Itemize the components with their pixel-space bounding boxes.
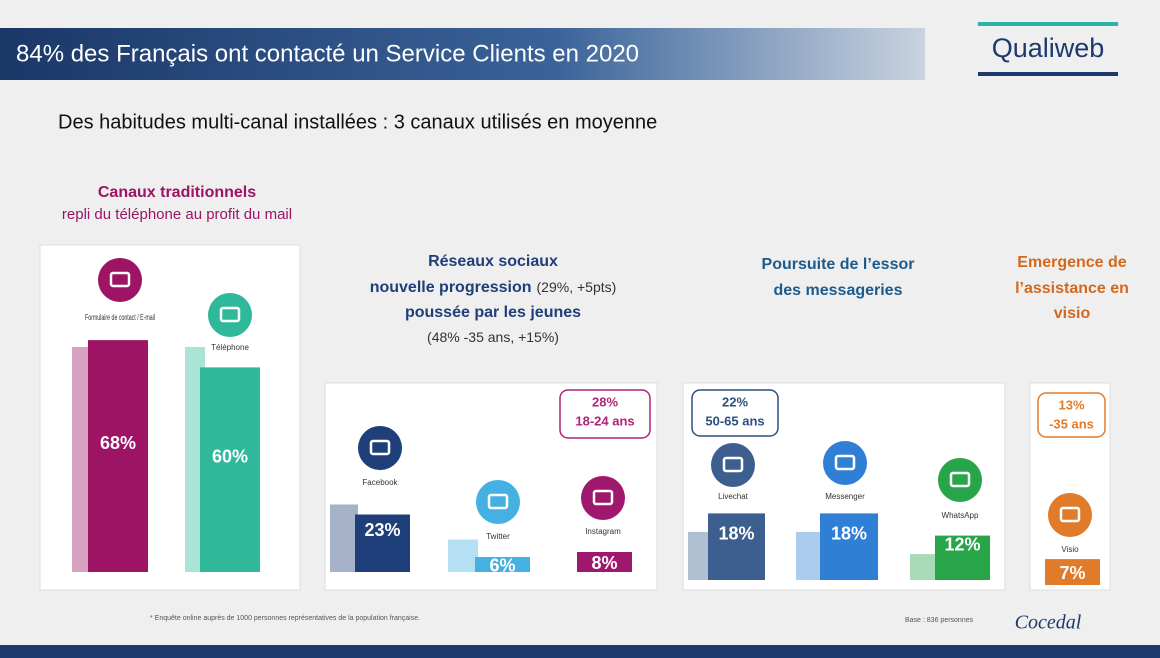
- channel-name: Formulaire de contact / E-mail: [85, 313, 155, 322]
- title-banner: [0, 28, 925, 80]
- heading-text: l’assistance en: [1015, 280, 1129, 297]
- value-label: 18%: [718, 523, 754, 543]
- channel-name: Livechat: [718, 492, 749, 501]
- group-heading: Emergence de: [1017, 254, 1126, 271]
- callout-text: 50-65 ans: [705, 413, 764, 428]
- value-label: 6%: [489, 555, 515, 575]
- title: 84% des Français ont contacté un Service…: [16, 40, 639, 67]
- content: Canaux traditionnels repli du téléphone a…: [39, 184, 1129, 591]
- icon-glyph: [949, 471, 971, 488]
- bar: [1045, 559, 1100, 585]
- value-label: 60%: [212, 446, 248, 466]
- callout-box: [691, 389, 779, 437]
- channel-icon: [938, 458, 982, 502]
- icon-glyph: [834, 454, 856, 471]
- callout-box: [1037, 392, 1106, 438]
- heading-text: visio: [1054, 305, 1091, 322]
- icon-glyph: [592, 489, 614, 506]
- heading-text: Canaux traditionnels: [98, 184, 256, 201]
- heading-text: Emergence de: [1017, 254, 1126, 271]
- callout-text: -35 ans: [1049, 416, 1094, 431]
- callout-text: 22%: [722, 394, 748, 409]
- channel-name: Facebook: [362, 478, 398, 487]
- channel-icon: [711, 443, 755, 487]
- callout-text: 13%: [1058, 397, 1084, 412]
- heading-note: (48% -35 ans, +15%): [427, 329, 559, 345]
- bar: [577, 552, 632, 572]
- previous-bar: [796, 531, 822, 580]
- bar: [935, 535, 990, 580]
- logo-line: [978, 22, 1118, 26]
- group-heading: poussée par les jeunes: [405, 304, 581, 321]
- callout-box: [559, 389, 651, 439]
- icon-glyph: [487, 493, 509, 510]
- channel-icon: [208, 293, 252, 337]
- icon-glyph: [369, 439, 391, 456]
- channel-name: WhatsApp: [942, 511, 979, 520]
- bottom-band: [0, 645, 1160, 658]
- channel-name: Instagram: [585, 527, 621, 536]
- icon-glyph: [722, 456, 744, 473]
- value-label: 12%: [944, 535, 980, 555]
- bar: [200, 367, 260, 572]
- callout-text: 28%: [592, 394, 618, 409]
- footnote: * Enquête online auprès de 1000 personne…: [150, 615, 420, 622]
- base-note: Base : 836 personnes: [905, 617, 974, 624]
- callout-text: 18-24 ans: [575, 413, 634, 428]
- group-heading: nouvelle progression (29%, +5pts): [370, 279, 617, 297]
- group-heading: visio: [1054, 305, 1091, 322]
- channel-icon: [1048, 493, 1092, 537]
- group-heading: Canaux traditionnels: [98, 184, 256, 201]
- brand: Cocedal: [1015, 612, 1082, 634]
- logo-line: [978, 72, 1118, 76]
- channel-icon: [581, 476, 625, 520]
- heading-note: repli du téléphone au profit du mail: [62, 206, 292, 223]
- group-heading: (48% -35 ans, +15%): [427, 329, 559, 345]
- heading-note: (29%, +5pts): [537, 279, 617, 295]
- value-label: 8%: [591, 553, 617, 573]
- channel-icon: [98, 258, 142, 302]
- previous-bar: [72, 346, 90, 572]
- heading-text: des messageries: [774, 282, 903, 299]
- channel-name: Messenger: [825, 492, 865, 501]
- bar: [708, 513, 765, 580]
- heading-text: nouvelle progression: [370, 279, 532, 296]
- heading-text: poussée par les jeunes: [405, 304, 581, 321]
- bar: [355, 514, 410, 572]
- previous-bar: [448, 539, 478, 572]
- group-heading: repli du téléphone au profit du mail: [62, 206, 292, 223]
- channel-icon: [358, 426, 402, 470]
- bar: [88, 340, 148, 572]
- channel-name: Twitter: [486, 532, 510, 541]
- group-heading: des messageries: [774, 282, 903, 299]
- value-label: 23%: [364, 520, 400, 540]
- group-heading: Réseaux sociaux: [428, 253, 558, 270]
- bar: [820, 513, 878, 580]
- channel-icon: [476, 480, 520, 524]
- value-label: 18%: [831, 523, 867, 543]
- value-label: 7%: [1059, 563, 1085, 583]
- group-heading: l’assistance en: [1015, 280, 1129, 297]
- channel-name: Téléphone: [211, 343, 249, 352]
- icon-glyph: [109, 271, 131, 288]
- icon-glyph: [219, 306, 241, 323]
- previous-bar: [910, 554, 936, 580]
- channel-name: Visio: [1061, 545, 1079, 554]
- value-label: 68%: [100, 433, 136, 453]
- heading-text: Réseaux sociaux: [428, 253, 558, 270]
- channel-icon: [823, 441, 867, 485]
- logo: Qualiweb: [992, 33, 1105, 63]
- icon-glyph: [1059, 506, 1081, 523]
- previous-bar: [330, 504, 358, 572]
- group-heading: Poursuite de l’essor: [762, 256, 915, 273]
- heading-text: Poursuite de l’essor: [762, 256, 915, 273]
- bar: [475, 557, 530, 572]
- subtitle: Des habitudes multi-canal installées : 3…: [58, 111, 657, 133]
